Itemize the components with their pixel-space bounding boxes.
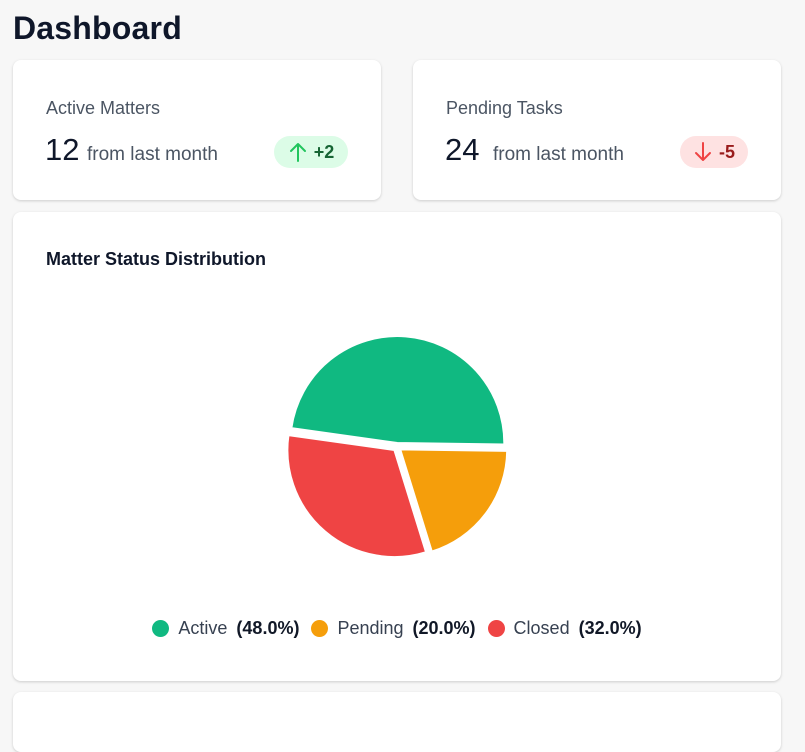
stat-value: 24: [445, 132, 480, 167]
legend-item-pending[interactable]: Pending (20.0%): [311, 618, 476, 639]
legend-percentage: (20.0%): [412, 618, 476, 638]
legend-item-active[interactable]: Active (48.0%): [152, 618, 299, 639]
stat-subtext: from last month: [87, 144, 218, 165]
chart-legend: Active (48.0%) Pending (20.0%) Closed (32.0%): [13, 618, 781, 639]
legend-color-dot: [152, 620, 170, 637]
matter-status-chart-card: Matter Status Distribution Active (48.0%)…: [13, 212, 781, 681]
legend-label: Closed: [513, 618, 570, 638]
active-matters-card: Active Matters 12 from last month +2: [13, 60, 381, 200]
legend-color-dot: [311, 620, 329, 637]
next-section-card: [13, 692, 781, 752]
change-badge: -5: [680, 136, 748, 168]
legend-percentage: (48.0%): [236, 618, 300, 638]
pie-slice-active[interactable]: [290, 335, 506, 446]
legend-label: Active: [178, 618, 228, 638]
stat-subtext: from last month: [493, 144, 624, 165]
arrow-down-icon: [693, 141, 713, 163]
legend-color-dot: [487, 620, 505, 637]
pie-slice-closed[interactable]: [286, 434, 428, 559]
page-title: Dashboard: [13, 10, 182, 46]
stat-value: 12: [45, 132, 80, 167]
change-badge: +2: [274, 136, 348, 168]
pie-slice-pending[interactable]: [398, 448, 509, 553]
change-value: +2: [313, 141, 335, 162]
pending-tasks-card: Pending Tasks 24 from last month -5: [413, 60, 781, 200]
arrow-up-icon: [288, 141, 308, 163]
legend-percentage: (32.0%): [578, 618, 642, 638]
pie-chart: [286, 335, 509, 559]
change-value: -5: [718, 141, 735, 162]
legend-item-closed[interactable]: Closed (32.0%): [487, 618, 642, 639]
chart-title: Matter Status Distribution: [46, 249, 267, 269]
legend-label: Pending: [337, 618, 404, 638]
stat-label: Active Matters: [46, 98, 161, 118]
stat-label: Pending Tasks: [446, 98, 563, 118]
